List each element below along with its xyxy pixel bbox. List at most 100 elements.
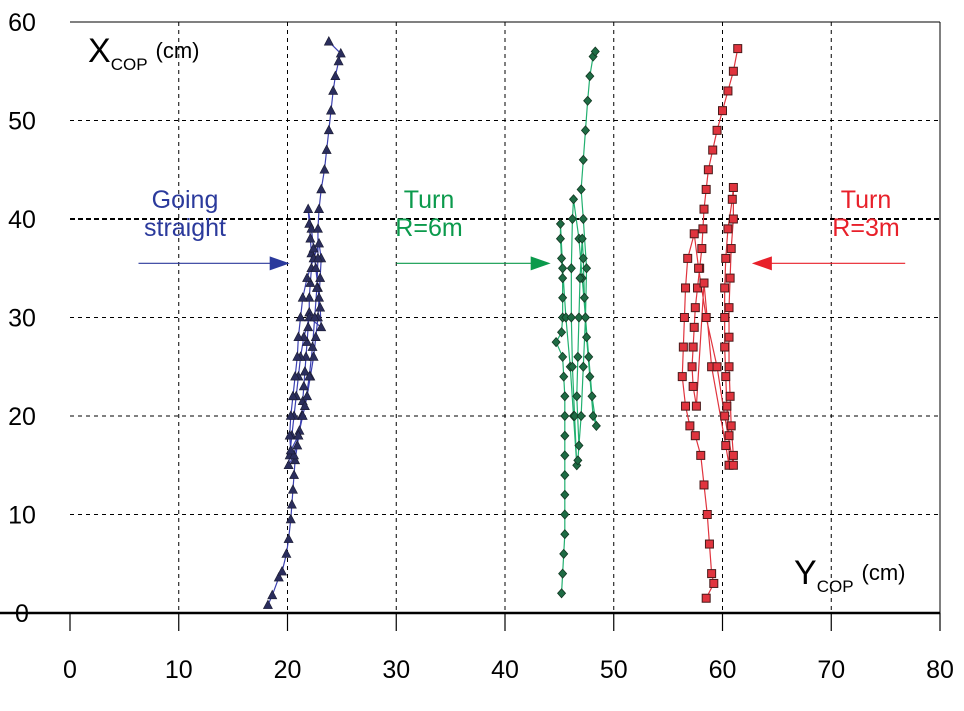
data-point [273,571,284,582]
data-point [696,450,706,460]
data-point [560,469,570,481]
y-tick-label: 10 [8,502,36,530]
data-point [584,351,594,363]
data-point [568,194,579,205]
data-point [692,283,702,293]
data-point [302,336,313,346]
data-point [721,253,731,263]
data-point [576,184,586,195]
data-point [721,372,731,382]
data-point [573,455,583,466]
data-point [284,430,295,440]
data-point [567,213,577,225]
y-tick-label: 40 [8,206,36,234]
data-point [708,145,718,155]
x-axis-title-subscript: COP [817,577,854,596]
data-point [316,321,327,332]
data-point [299,400,310,410]
data-point [578,154,588,166]
data-point [303,203,314,213]
data-point [312,223,323,233]
data-point [712,125,722,135]
data-point [720,342,730,352]
data-point [580,312,591,323]
series-label: Turn R=3m [832,186,899,242]
data-point [308,351,319,361]
data-point [551,337,561,348]
data-point [281,548,292,558]
data-point [277,565,288,576]
data-point [728,460,738,470]
data-point [558,292,568,303]
data-point [701,313,711,322]
data-point [290,370,301,381]
data-point [560,509,570,520]
data-point [578,213,588,225]
data-point [560,450,570,461]
data-point [290,454,301,465]
data-point [315,272,326,282]
data-point [314,292,325,302]
data-point [305,233,316,243]
data-point [293,430,304,440]
data-point [557,327,567,338]
annotation-arrow-head [751,256,772,271]
data-point [555,233,565,244]
x-tick-label: 20 [274,656,302,684]
y-axis-title: XCOP (cm) [88,32,200,74]
data-point [585,371,595,382]
series-line [555,51,597,594]
data-point [297,292,308,302]
data-point [559,371,569,382]
data-point [724,332,734,342]
data-point [560,410,570,422]
data-point [703,165,713,175]
data-point [286,499,297,509]
data-point [699,204,709,214]
data-point [698,224,708,234]
data-point [305,277,316,287]
data-point [289,449,300,460]
data-point [733,44,743,54]
data-point [726,421,736,431]
series-label-line: Turn [841,186,891,214]
data-point [557,588,567,599]
data-point [566,312,576,323]
series-label-line: straight [144,214,226,242]
data-point [679,313,689,322]
data-point [704,539,714,549]
data-point [694,263,704,273]
data-point [267,589,278,600]
data-point [323,124,334,135]
data-point [726,244,736,254]
data-point [701,184,711,194]
data-point [566,263,576,274]
data-point [709,578,719,588]
data-point [727,194,737,204]
data-point [335,47,346,58]
annotation-arrow-head [269,256,290,271]
series-label-line: Turn [404,186,454,214]
series-label: Going straight [144,186,226,242]
data-point [712,362,722,372]
data-point [559,548,569,560]
data-point [312,252,323,263]
data-point [725,391,735,401]
data-point [328,85,339,95]
data-point [297,410,308,420]
grid [70,21,941,613]
data-point [720,313,730,322]
data-point [690,303,700,313]
x-axis-title-unit: (cm) [862,560,906,585]
data-point [304,370,315,381]
data-point [310,262,321,273]
data-point [555,218,565,230]
data-point [307,341,318,351]
data-point [573,351,583,363]
data-point [298,380,309,391]
data-point [319,164,330,174]
data-point [299,366,310,376]
data-point [285,444,296,455]
data-point [580,125,591,136]
data-point [304,292,315,302]
